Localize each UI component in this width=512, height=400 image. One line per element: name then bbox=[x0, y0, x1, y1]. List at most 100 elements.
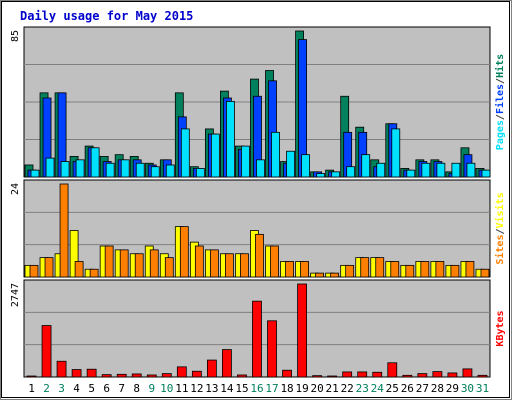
legend-entry: / bbox=[495, 114, 506, 120]
panel-3: 2747 bbox=[10, 279, 491, 378]
bar-sites bbox=[179, 226, 189, 278]
x-tick-label: 26 bbox=[401, 382, 414, 395]
bar-sites bbox=[390, 261, 400, 278]
bar-kbytes bbox=[41, 325, 52, 378]
bar-sites bbox=[375, 257, 385, 278]
bar-sites bbox=[119, 249, 129, 278]
bar-kbytes bbox=[26, 375, 37, 378]
legend-entry: Hits bbox=[494, 54, 506, 78]
legend-entry: Sites bbox=[494, 235, 506, 265]
y-max-label: 85 bbox=[10, 30, 21, 42]
bar-kbytes bbox=[342, 371, 353, 378]
x-tick-label: 19 bbox=[295, 382, 308, 395]
legend-panel-3: KBytes bbox=[495, 310, 506, 346]
bar-sites bbox=[270, 245, 279, 278]
bar-pages bbox=[436, 162, 446, 178]
bar-kbytes bbox=[417, 373, 428, 378]
x-tick-label: 4 bbox=[73, 382, 80, 395]
x-tick-label: 14 bbox=[220, 382, 234, 395]
bar-pages bbox=[60, 161, 70, 178]
bar-kbytes bbox=[462, 368, 473, 378]
x-tick-label: 7 bbox=[118, 382, 125, 395]
bar-kbytes bbox=[86, 368, 97, 378]
bar-kbytes bbox=[71, 369, 82, 378]
bar-pages bbox=[195, 168, 205, 178]
bar-kbytes bbox=[477, 374, 488, 378]
panel-2: 24 bbox=[10, 179, 491, 278]
x-tick-label: 17 bbox=[265, 382, 278, 395]
x-tick-label: 5 bbox=[88, 382, 95, 395]
bar-pages bbox=[481, 169, 491, 178]
bar-sites bbox=[450, 264, 460, 278]
x-tick-label: 23 bbox=[356, 382, 369, 395]
bar-kbytes bbox=[206, 359, 217, 378]
bar-kbytes bbox=[101, 374, 112, 378]
bar-sites bbox=[360, 257, 370, 278]
bar-sites bbox=[315, 272, 325, 278]
bar-kbytes bbox=[267, 320, 277, 378]
bar-kbytes bbox=[116, 373, 127, 378]
bar-sites bbox=[345, 264, 355, 278]
bar-kbytes bbox=[372, 371, 383, 378]
y-max-label: 2747 bbox=[10, 283, 21, 307]
bar-pages bbox=[165, 164, 175, 178]
bar-visits bbox=[69, 230, 79, 278]
bar-pages bbox=[406, 169, 416, 178]
bar-kbytes bbox=[252, 300, 262, 378]
bar-pages bbox=[346, 166, 356, 178]
y-max-label: 24 bbox=[10, 183, 21, 195]
bar-sites bbox=[300, 261, 309, 278]
x-tick-label: 22 bbox=[341, 382, 354, 395]
x-tick-label: 25 bbox=[386, 382, 399, 395]
x-tick-label: 29 bbox=[446, 382, 459, 395]
bar-pages bbox=[210, 133, 220, 178]
chart-panels: 85 24 2747 bbox=[10, 26, 491, 378]
bar-pages bbox=[45, 157, 55, 178]
bar-kbytes bbox=[402, 374, 413, 378]
x-tick-label: 20 bbox=[311, 382, 324, 395]
bar-pages bbox=[316, 173, 326, 178]
bar-sites bbox=[405, 264, 415, 278]
panel-1: 85 bbox=[10, 26, 491, 178]
bars bbox=[24, 30, 491, 178]
legend-panel-1: Pages/Files/Hits bbox=[494, 54, 506, 150]
bar-pages bbox=[451, 162, 461, 178]
bar-kbytes bbox=[237, 374, 247, 378]
bar-sites bbox=[435, 261, 445, 278]
x-tick-label: 1 bbox=[28, 382, 35, 395]
bar-kbytes bbox=[131, 373, 142, 378]
bar-kbytes bbox=[447, 372, 458, 378]
bar-sites bbox=[255, 233, 264, 278]
bar-kbytes bbox=[176, 366, 187, 378]
x-tick-label: 28 bbox=[431, 382, 444, 395]
bar-sites bbox=[330, 272, 340, 278]
x-tick-label: 13 bbox=[205, 382, 218, 395]
bar-pages bbox=[286, 150, 295, 178]
bar-pages bbox=[331, 171, 341, 178]
bars bbox=[24, 183, 490, 278]
bar-pages bbox=[361, 154, 371, 178]
bar-pages bbox=[180, 128, 190, 178]
bar-pages bbox=[90, 147, 100, 178]
bar-pages bbox=[421, 162, 431, 178]
x-tick-label: 18 bbox=[280, 382, 293, 395]
x-tick-label: 24 bbox=[371, 382, 385, 395]
x-tick-label: 9 bbox=[148, 382, 155, 395]
bar-sites bbox=[74, 261, 84, 278]
x-axis-labels: 1 2 3 4 5 6 7 8 9 10 11 12 13 14 15 16 17 18 19 20 21 22 23 24 2… bbox=[28, 382, 489, 395]
bar-kbytes bbox=[327, 375, 338, 378]
bar-kbytes bbox=[56, 360, 67, 378]
bars bbox=[26, 283, 488, 378]
x-tick-label: 31 bbox=[476, 382, 489, 395]
x-tick-label: 15 bbox=[235, 382, 248, 395]
bar-kbytes bbox=[387, 362, 398, 378]
legend-entry: / bbox=[495, 228, 506, 234]
bar-pages bbox=[376, 162, 386, 178]
bar-kbytes bbox=[191, 370, 202, 378]
bar-pages bbox=[150, 166, 160, 178]
x-tick-label: 6 bbox=[103, 382, 110, 395]
bar-sites bbox=[194, 245, 204, 278]
